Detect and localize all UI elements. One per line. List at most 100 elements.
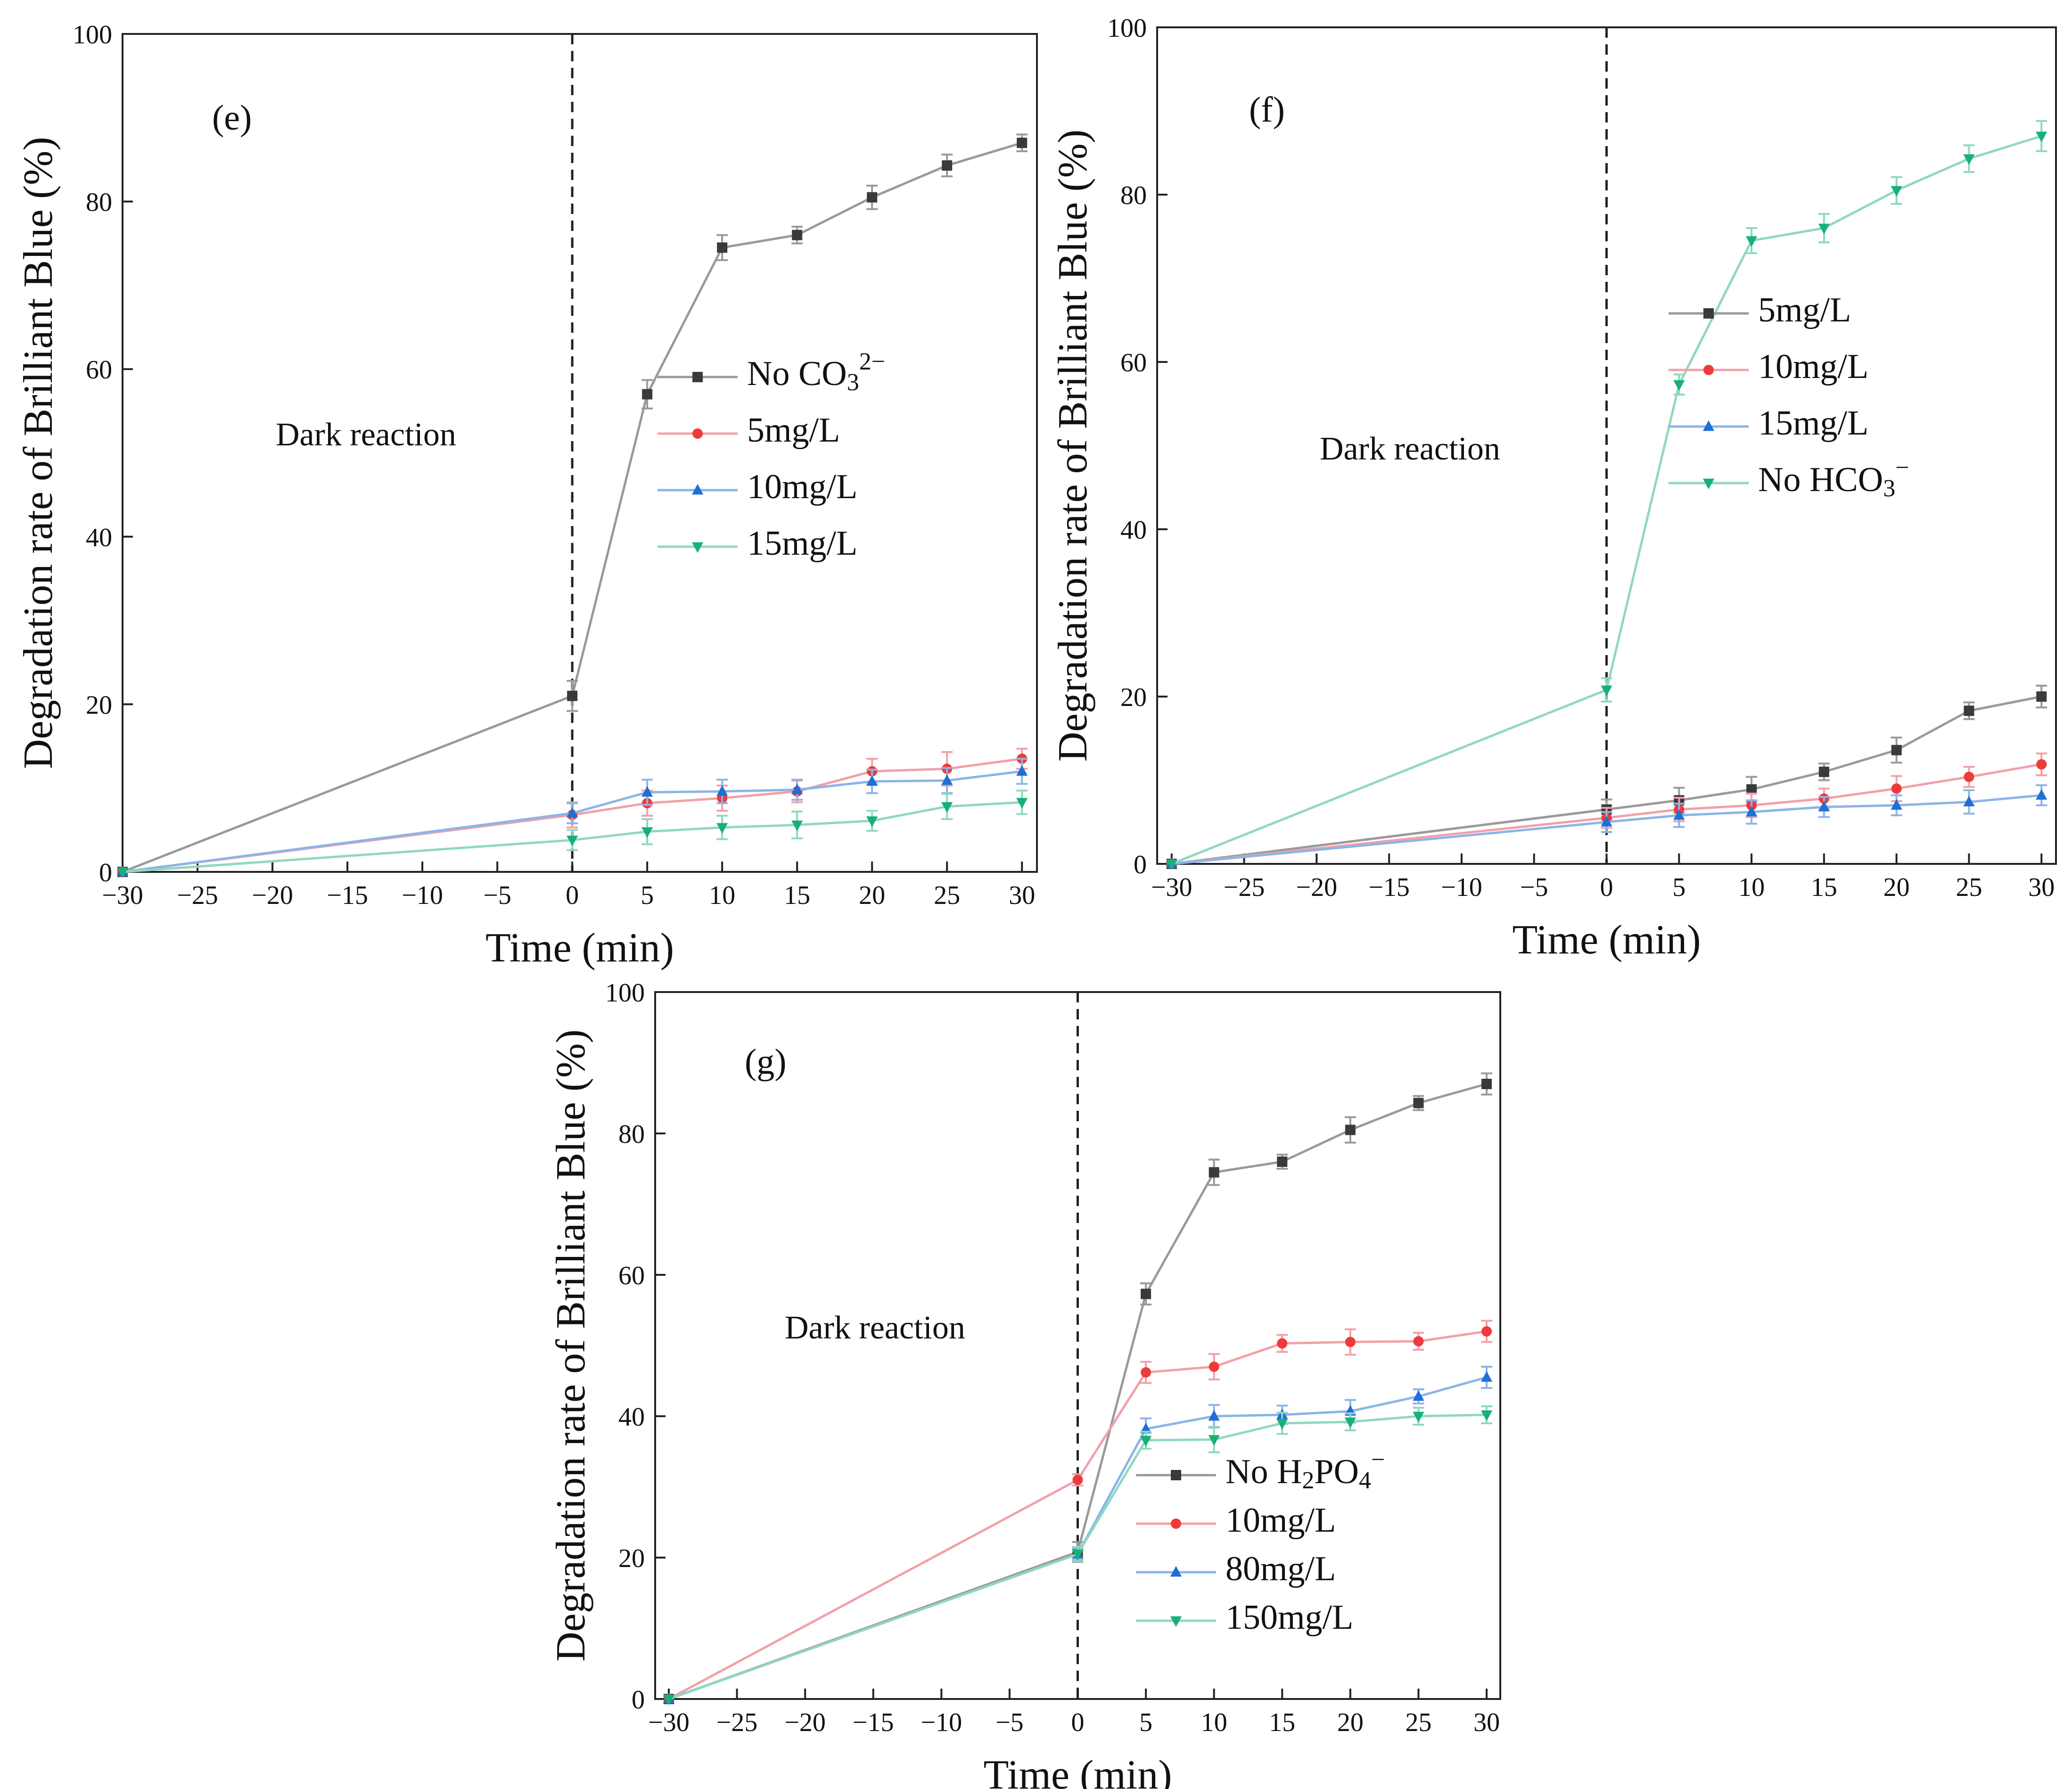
- data-point: [1141, 1288, 1151, 1299]
- x-tick-label: 30: [1473, 1708, 1500, 1737]
- legend-label-part: No H: [1225, 1453, 1302, 1491]
- x-tick-label: −10: [402, 881, 443, 910]
- y-tick-label: 80: [86, 188, 112, 217]
- series-green: [1166, 120, 2047, 870]
- legend: No H2PO4− 10mg/L 80mg/L 150mg/L: [1136, 1446, 1385, 1637]
- chart-panel-e: −30 −25 −20 −15 −10 −5 0 5 10 15 20 25 30 0 20 40 60 80 10…: [16, 20, 1038, 971]
- legend-swatch-marker: [1170, 1616, 1182, 1627]
- data-point: [567, 690, 578, 701]
- legend-item: 10mg/L: [658, 468, 857, 506]
- legend-label-subscript: 4: [1359, 1467, 1371, 1494]
- data-point: [791, 783, 803, 795]
- x-tick-label: 0: [1071, 1708, 1085, 1737]
- data-point: [566, 836, 578, 846]
- legend-label-superscript: 2−: [859, 348, 885, 375]
- data-point: [1413, 1336, 1424, 1346]
- y-tick-label: 100: [73, 20, 112, 49]
- legend-swatch-marker: [1702, 420, 1715, 431]
- x-tick-label: −5: [995, 1708, 1024, 1737]
- data-point: [1208, 1410, 1220, 1421]
- legend-label: 5mg/L: [747, 411, 840, 450]
- x-tick-label: 15: [784, 881, 810, 910]
- x-tick-label: 25: [1956, 873, 1982, 902]
- data-point: [1208, 1435, 1220, 1446]
- legend-label: No CO32−: [747, 348, 885, 396]
- series-line: [1171, 135, 2042, 865]
- y-axis-title: Degradation rate of Brilliant Blue (%): [1050, 130, 1096, 762]
- x-tick-label: 25: [1405, 1708, 1431, 1737]
- legend-item: 15mg/L: [658, 524, 857, 563]
- legend-label: No H2PO4−: [1225, 1446, 1385, 1494]
- y-tick-label: 0: [99, 858, 112, 887]
- data-point: [1481, 1079, 1492, 1089]
- data-point: [866, 775, 878, 786]
- x-axis-title: Time (min): [485, 925, 674, 971]
- x-tick-label: −20: [1296, 873, 1338, 902]
- legend-label: No HCO3−: [1758, 454, 1909, 502]
- series-line: [122, 757, 1022, 873]
- legend-label: 15mg/L: [1758, 404, 1868, 443]
- series-line: [1171, 695, 2042, 865]
- data-point: [2036, 789, 2047, 800]
- series-red: [663, 1320, 1493, 1704]
- data-point: [1964, 706, 1974, 716]
- data-point: [1891, 783, 1902, 794]
- legend-label: 10mg/L: [1225, 1501, 1336, 1540]
- legend-label-superscript: −: [1371, 1446, 1385, 1473]
- data-point: [1345, 1124, 1356, 1135]
- y-tick-label: 60: [618, 1261, 645, 1290]
- y-tick-label: 40: [618, 1403, 645, 1432]
- legend-label: 10mg/L: [747, 468, 857, 506]
- y-axis-title: Degradation rate of Brilliant Blue (%): [16, 137, 61, 769]
- data-point: [1480, 1371, 1493, 1382]
- legend-swatch-marker: [1703, 365, 1714, 375]
- y-tick-label: 60: [86, 355, 112, 385]
- data-point: [1344, 1417, 1356, 1428]
- y-tick-label: 40: [86, 523, 112, 552]
- x-tick-label: −15: [853, 1708, 894, 1737]
- data-point: [1745, 805, 1758, 817]
- x-tick-label: 30: [2028, 873, 2055, 902]
- x-tick-label: 10: [709, 881, 735, 910]
- chart-panel-f: −30 −25 −20 −15 −10 −5 0 5 10 15 20 25 30 0 20 40 60 80 10…: [1050, 14, 2057, 963]
- legend-item: 10mg/L: [1136, 1501, 1336, 1540]
- data-point: [717, 242, 728, 253]
- legend-label: 10mg/L: [1758, 347, 1868, 386]
- plot-frame: [122, 33, 1038, 873]
- legend-item: 15mg/L: [1669, 404, 1868, 443]
- legend-item: No H2PO4−: [1136, 1446, 1385, 1494]
- legend-item: No CO32−: [658, 348, 885, 396]
- data-point: [1140, 1436, 1152, 1447]
- data-point: [1963, 796, 1975, 806]
- legend-item: 80mg/L: [1136, 1550, 1336, 1588]
- legend-label: 15mg/L: [747, 524, 857, 563]
- series-green: [663, 1405, 1493, 1706]
- series-line: [122, 801, 1022, 873]
- data-point: [1481, 1326, 1492, 1337]
- data-point: [1891, 799, 1902, 810]
- y-tick-label: 80: [1120, 181, 1147, 210]
- data-point: [1818, 766, 1829, 777]
- data-point: [1746, 784, 1757, 795]
- data-point: [1072, 1550, 1084, 1560]
- data-point: [866, 816, 878, 827]
- x-tick-label: −15: [1368, 873, 1410, 902]
- x-tick-label: −10: [921, 1708, 962, 1737]
- data-point: [1818, 801, 1830, 812]
- data-point: [716, 785, 728, 796]
- data-point: [1673, 809, 1685, 820]
- x-tick-label: −25: [716, 1708, 758, 1737]
- x-tick-label: −20: [784, 1708, 826, 1737]
- legend-label-superscript: −: [1895, 454, 1909, 481]
- x-tick-label: −30: [648, 1708, 690, 1737]
- legend-label-subscript: 2: [1302, 1467, 1314, 1494]
- series-line: [668, 1083, 1487, 1700]
- data-point: [116, 867, 129, 878]
- series-blue: [1166, 784, 2047, 869]
- x-tick-label: 5: [1139, 1708, 1152, 1737]
- x-tick-label: 10: [1201, 1708, 1227, 1737]
- x-tick-label: 10: [1738, 873, 1765, 902]
- data-point: [1166, 859, 1177, 870]
- x-tick-label: −30: [1151, 873, 1192, 902]
- x-tick-label: 20: [1337, 1708, 1364, 1737]
